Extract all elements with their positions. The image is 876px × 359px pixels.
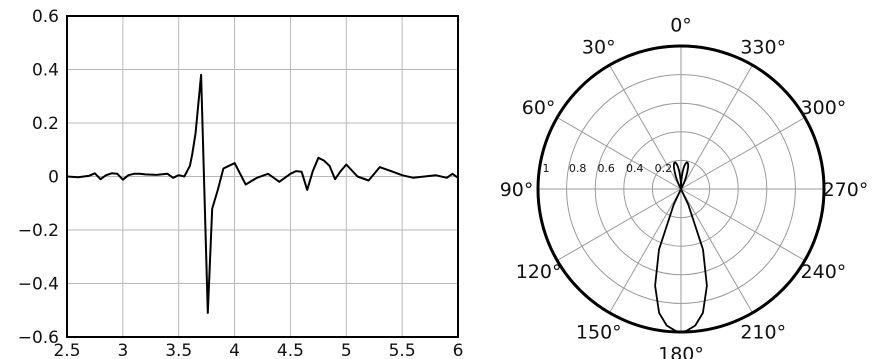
x-tick-label: 4.5 bbox=[277, 341, 304, 359]
y-tick-label: −0.2 bbox=[18, 221, 59, 241]
angle-tick-label: 150° bbox=[576, 321, 622, 343]
polar-grid bbox=[538, 46, 824, 332]
polar-chart: 0.2 0.4 0.6 0.8 1 0° 330° 300° 270° 240° 210° 180°… bbox=[500, 15, 869, 359]
angular-grid-line bbox=[680, 188, 806, 261]
x-tick-label: 5.5 bbox=[389, 341, 416, 359]
line-chart-frame bbox=[66, 15, 459, 338]
series-line bbox=[66, 73, 459, 314]
angle-tick-label: 0° bbox=[670, 15, 692, 37]
angle-tick-label: 60° bbox=[522, 97, 556, 119]
y-tick-label: 0.2 bbox=[32, 114, 59, 134]
angle-tick-label: 300° bbox=[801, 97, 847, 119]
angular-grid-line bbox=[609, 64, 682, 190]
angle-tick-label: 180° bbox=[658, 343, 704, 359]
angular-grid-line bbox=[609, 188, 682, 314]
radial-tick-label: 0.4 bbox=[626, 162, 644, 175]
radial-tick-label: 1 bbox=[543, 162, 550, 175]
angle-tick-label: 120° bbox=[516, 261, 562, 283]
angular-grid-line bbox=[680, 188, 753, 314]
angular-grid-line bbox=[556, 188, 682, 261]
angle-tick-labels: 0° 330° 300° 270° 240° 210° 180° 150° 120° 90° 60°… bbox=[500, 15, 869, 359]
radial-tick-labels: 0.2 0.4 0.6 0.8 1 bbox=[543, 162, 673, 175]
line-chart: 2.5 3 3.5 4 4.5 5 5.5 6 0.6 0.4 0.2 0 −0.2 −0.4 −0.6 bbox=[18, 7, 464, 359]
y-tick-label: −0.4 bbox=[18, 275, 59, 295]
x-tick-labels: 2.5 3 3.5 4 4.5 5 5.5 6 bbox=[53, 341, 463, 359]
angle-tick-label: 90° bbox=[500, 179, 534, 201]
y-tick-label: 0 bbox=[48, 168, 59, 188]
radial-tick-label: 0.8 bbox=[569, 162, 587, 175]
angular-grid-line bbox=[680, 117, 806, 190]
y-tick-label: 0.6 bbox=[32, 7, 59, 27]
x-tick-label: 3 bbox=[117, 341, 128, 359]
angular-grid-line bbox=[680, 64, 753, 190]
angle-tick-label: 30° bbox=[582, 37, 616, 59]
radial-tick-label: 0.2 bbox=[655, 162, 673, 175]
y-tick-label: 0.4 bbox=[32, 61, 59, 81]
x-tick-label: 2.5 bbox=[53, 341, 80, 359]
y-tick-label: −0.6 bbox=[18, 328, 59, 348]
line-chart-series bbox=[66, 73, 459, 314]
x-tick-label: 6 bbox=[453, 341, 464, 359]
radial-tick-label: 0.6 bbox=[597, 162, 615, 175]
polar-outer-circle bbox=[536, 44, 826, 334]
angular-grid-line bbox=[556, 117, 682, 190]
x-tick-label: 3.5 bbox=[165, 341, 192, 359]
x-tick-label: 5 bbox=[341, 341, 352, 359]
y-tick-labels: 0.6 0.4 0.2 0 −0.2 −0.4 −0.6 bbox=[18, 7, 59, 348]
angle-tick-label: 330° bbox=[740, 37, 786, 59]
x-tick-label: 4 bbox=[229, 341, 240, 359]
angle-tick-label: 270° bbox=[823, 179, 869, 201]
angle-tick-label: 210° bbox=[740, 321, 786, 343]
angle-tick-label: 240° bbox=[801, 261, 847, 283]
